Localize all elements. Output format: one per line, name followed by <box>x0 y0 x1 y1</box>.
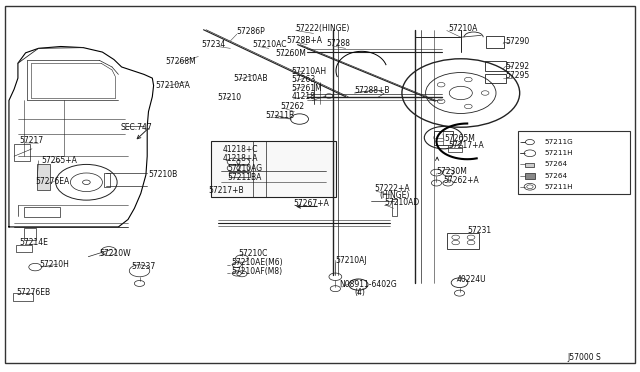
Text: 57210AJ: 57210AJ <box>335 256 367 265</box>
Text: 57211BA: 57211BA <box>227 173 262 182</box>
Text: 57217: 57217 <box>19 136 44 145</box>
Text: 57264: 57264 <box>544 161 567 167</box>
Text: 57211H: 57211H <box>544 184 573 190</box>
Bar <box>447 232 479 249</box>
Text: 57211H: 57211H <box>544 150 573 156</box>
Text: 57210AA: 57210AA <box>155 81 189 90</box>
Bar <box>434 131 453 145</box>
Bar <box>486 36 504 48</box>
Text: 57210AB: 57210AB <box>234 74 268 83</box>
Text: (4): (4) <box>355 288 365 297</box>
Bar <box>392 199 397 216</box>
Bar <box>448 145 462 152</box>
Text: 57263: 57263 <box>291 75 316 84</box>
Text: 57210AE(M6): 57210AE(M6) <box>232 258 284 267</box>
Text: 57210B: 57210B <box>148 170 178 179</box>
Text: 57222+A: 57222+A <box>374 185 410 193</box>
Text: 57268M: 57268M <box>165 57 196 66</box>
Bar <box>485 61 506 71</box>
Text: 57288: 57288 <box>326 39 351 48</box>
Bar <box>14 144 30 161</box>
Text: 57261M: 57261M <box>291 84 322 93</box>
Text: 57210AG: 57210AG <box>227 164 262 173</box>
Text: 57210A: 57210A <box>448 24 477 33</box>
Text: 57288+B: 57288+B <box>355 86 390 95</box>
Text: 57214E: 57214E <box>19 238 48 247</box>
Text: 41218: 41218 <box>291 92 315 101</box>
Text: 57290: 57290 <box>506 37 530 46</box>
Text: 57260M: 57260M <box>275 49 306 58</box>
Bar <box>518 131 630 194</box>
Text: 57210AC: 57210AC <box>253 40 287 49</box>
Text: 57264: 57264 <box>544 173 567 179</box>
Bar <box>37 164 50 190</box>
Bar <box>13 293 33 301</box>
Text: 57295: 57295 <box>506 71 530 80</box>
Text: 5728B+A: 5728B+A <box>287 36 323 45</box>
Text: 57237: 57237 <box>131 262 156 271</box>
Text: 57222(HINGE): 57222(HINGE) <box>296 24 350 33</box>
Bar <box>104 173 110 187</box>
Text: J57000 S: J57000 S <box>568 353 602 362</box>
Text: 40224U: 40224U <box>457 275 486 284</box>
Bar <box>211 141 336 197</box>
Text: 57265+A: 57265+A <box>41 156 77 165</box>
Text: 57286P: 57286P <box>237 27 266 36</box>
Bar <box>485 74 506 83</box>
Text: 57231: 57231 <box>467 226 492 235</box>
Text: 57267+A: 57267+A <box>293 199 329 208</box>
Text: 57210AD: 57210AD <box>384 198 419 207</box>
Text: 57210W: 57210W <box>99 249 131 258</box>
Bar <box>525 163 534 167</box>
Text: 57276EA: 57276EA <box>35 177 70 186</box>
Bar <box>24 228 36 240</box>
Text: 57234: 57234 <box>202 40 226 49</box>
Text: 57262: 57262 <box>280 102 305 110</box>
Bar <box>16 245 32 252</box>
Text: 57210AF(M8): 57210AF(M8) <box>232 267 283 276</box>
Text: 57210: 57210 <box>218 93 242 102</box>
Text: 57211G: 57211G <box>544 139 573 145</box>
Text: 57262+A: 57262+A <box>443 176 479 185</box>
Text: N08911-6402G: N08911-6402G <box>339 280 397 289</box>
Text: 57217+A: 57217+A <box>448 141 484 150</box>
Bar <box>24 207 60 217</box>
Text: SEC.747: SEC.747 <box>120 123 152 132</box>
Text: 57217+B: 57217+B <box>208 186 244 195</box>
Text: 57292: 57292 <box>506 62 530 71</box>
Text: 57230M: 57230M <box>436 167 467 176</box>
Text: 57276EB: 57276EB <box>16 288 50 297</box>
Text: 41218+C: 41218+C <box>223 145 258 154</box>
Text: 41218+A: 41218+A <box>223 154 258 163</box>
Text: 57210C: 57210C <box>238 249 268 258</box>
Text: (HINGE): (HINGE) <box>379 191 409 200</box>
Text: 57265M: 57265M <box>444 134 475 143</box>
Text: 57211B: 57211B <box>266 111 295 120</box>
Text: 57210AH: 57210AH <box>291 67 326 76</box>
Text: 57210H: 57210H <box>40 260 70 269</box>
Bar <box>525 173 535 179</box>
